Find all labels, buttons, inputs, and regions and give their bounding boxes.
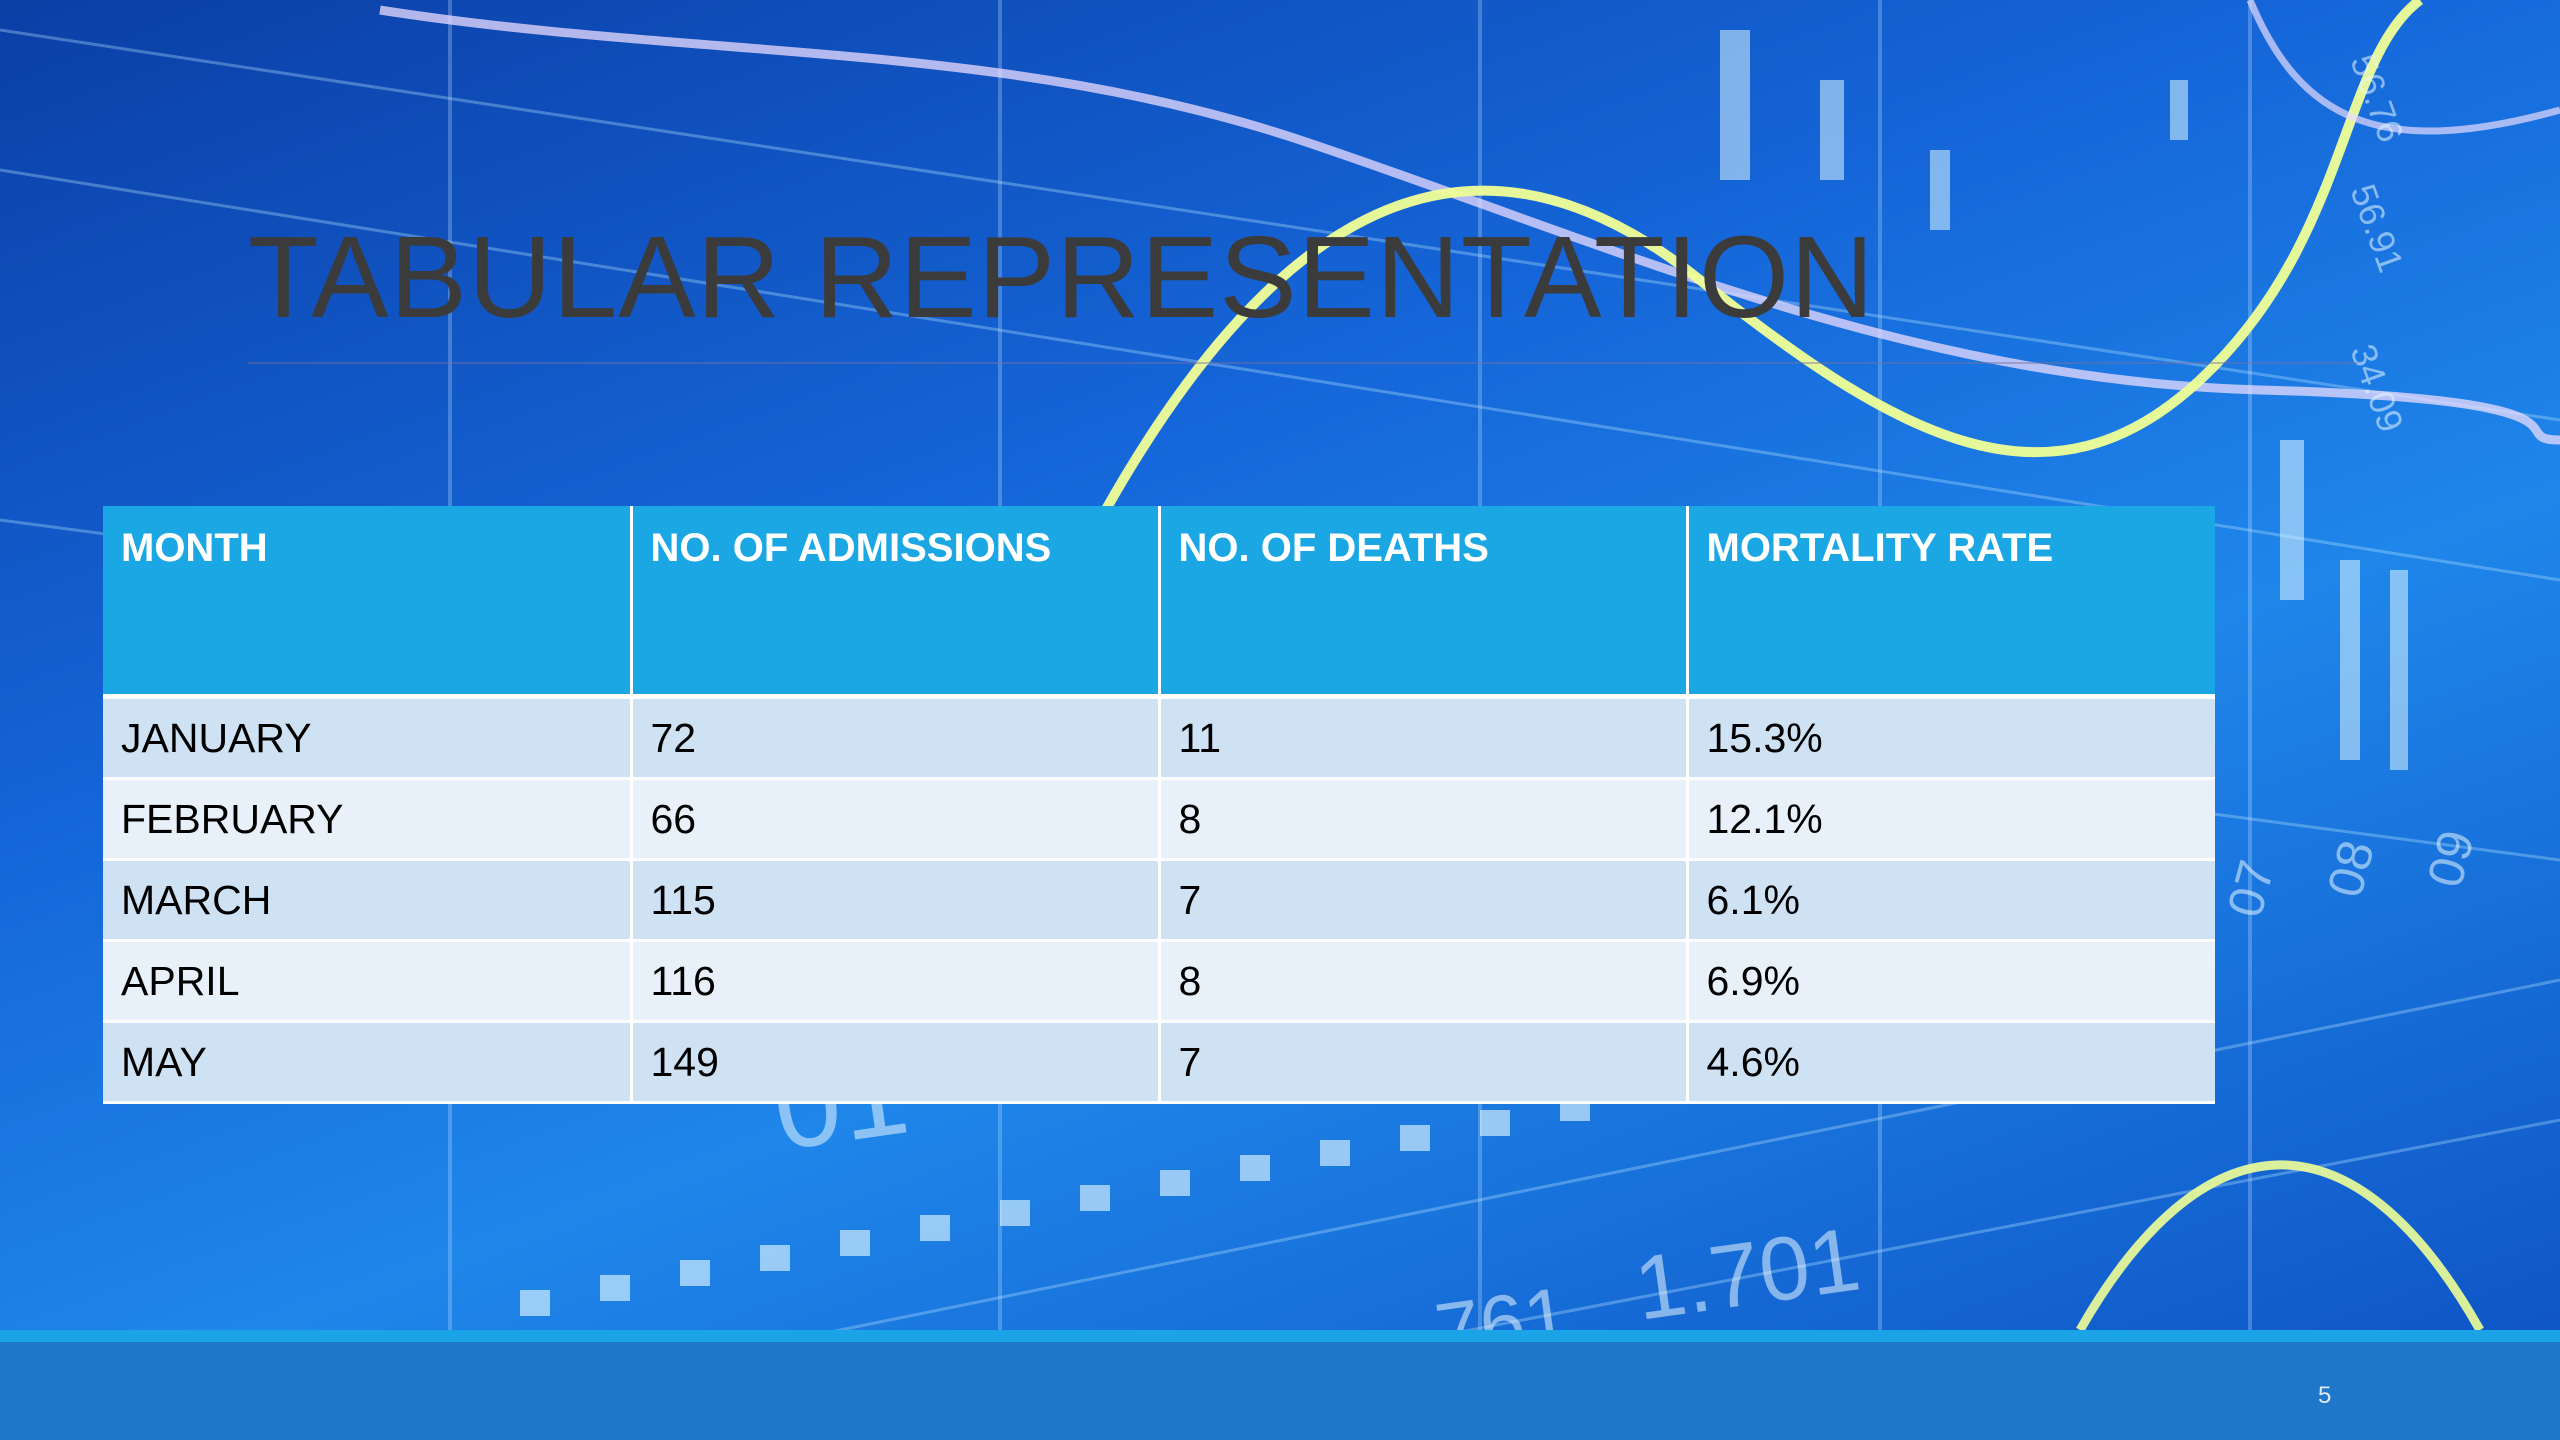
header-mortality-rate: MORTALITY RATE [1687,506,2215,699]
cell-mortality-rate: 12.1% [1687,778,2215,861]
cell-deaths: 7 [1159,1021,1689,1104]
cell-deaths: 11 [1159,696,1689,780]
bg-number-07: 07 [2217,855,2285,923]
table-row: MARCH 115 7 6.1% [103,859,2215,942]
title-divider [248,362,2358,364]
cell-admissions: 116 [631,940,1161,1023]
cell-mortality-rate: 4.6% [1687,1021,2215,1104]
cell-month: MAY [103,1021,633,1104]
mortality-table: MONTH NO. OF ADMISSIONS NO. OF DEATHS MO… [103,506,2215,1104]
cell-admissions: 66 [631,778,1161,861]
header-deaths: NO. OF DEATHS [1159,506,1689,699]
cell-mortality-rate: 15.3% [1687,696,2215,780]
cell-month: JANUARY [103,696,633,780]
header-admissions: NO. OF ADMISSIONS [631,506,1161,699]
cell-month: MARCH [103,859,633,942]
bg-number-09: 09 [2417,825,2485,893]
cell-deaths: 7 [1159,859,1689,942]
bg-number-1701: 1.701 [1629,1209,1866,1339]
cell-admissions: 72 [631,696,1161,780]
table-row: MAY 149 7 4.6% [103,1021,2215,1104]
cell-mortality-rate: 6.9% [1687,940,2215,1023]
cell-deaths: 8 [1159,940,1689,1023]
table-row: APRIL 116 8 6.9% [103,940,2215,1023]
cell-mortality-rate: 6.1% [1687,859,2215,942]
bg-number-5676: 56.76 [2342,49,2411,148]
bg-number-5691: 56.91 [2342,179,2411,278]
table-header-row: MONTH NO. OF ADMISSIONS NO. OF DEATHS MO… [103,506,2215,699]
slide-title: TABULAR REPRESENTATION [248,212,1875,342]
footer-band [0,1330,2560,1440]
table-row: JANUARY 72 11 15.3% [103,696,2215,780]
header-month: MONTH [103,506,633,699]
cell-admissions: 149 [631,1021,1161,1104]
page-number: 5 [2318,1382,2332,1409]
cell-deaths: 8 [1159,778,1689,861]
cell-admissions: 115 [631,859,1161,942]
bg-number-08: 08 [2317,835,2385,903]
cell-month: APRIL [103,940,633,1023]
cell-month: FEBRUARY [103,778,633,861]
table-row: FEBRUARY 66 8 12.1% [103,778,2215,861]
